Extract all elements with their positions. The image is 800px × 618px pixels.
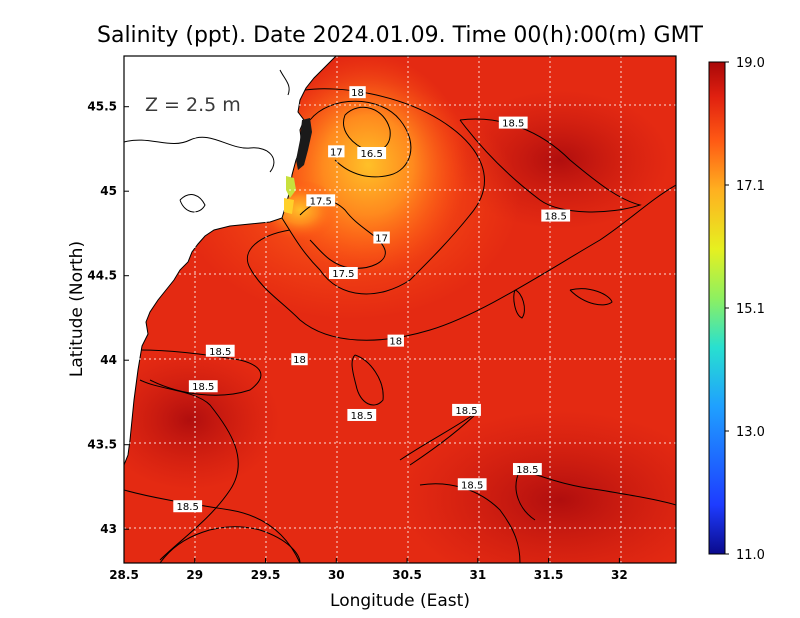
contour-line [569,288,613,306]
land-area [124,56,337,466]
delta-freshwater [284,198,294,214]
contour-label: 18.5 [455,406,477,417]
x-tick-label: 30.5 [392,568,422,582]
contour-line [309,100,412,178]
y-tick-label: 43.5 [87,438,117,452]
contour-label-bg [291,353,308,366]
contour-label-bg [205,344,235,357]
x-tick-label: 29.5 [251,568,281,582]
contour-label-bg [498,116,528,129]
y-axis: 43 43.5 44 44.5 45 45.5 [87,100,129,536]
y-tick-label: 43 [100,522,117,536]
contour-line [343,106,391,152]
contour-label-bg [306,194,336,207]
y-tick-label: 45 [100,184,117,198]
contour-label-bg [452,403,481,416]
contour-label-bg [387,334,404,347]
colorbar-tick-label: 17.1 [736,179,765,194]
depth-annotation: Z = 2.5 m [145,94,241,116]
x-tick-label: 31.5 [534,568,564,582]
chart-title: Salinity (ppt). Date 2024.01.09. Time 00… [97,23,704,48]
contour-line [513,289,525,319]
y-axis-label: Latitude (North) [67,241,87,377]
y-tick-label: 44 [100,353,117,367]
y-tick-label: 44.5 [87,269,117,283]
contour-label: 18 [351,88,364,99]
contour-line [419,483,521,563]
colorbar-tick-label: 13.0 [736,425,765,440]
x-tick-label: 31 [469,568,486,582]
delta-freshwater [286,176,296,198]
saline-area-south [400,410,676,563]
colorbar-tick-label: 11.0 [736,548,765,563]
contour-label: 18.5 [209,347,231,358]
lake-shape [179,194,206,213]
contour-line [459,118,642,213]
contour-line [279,88,485,295]
contour-label: 18.5 [192,382,214,393]
contour-label-bg [541,209,571,222]
contour-label: 17.5 [310,196,332,207]
contour-label: 18.5 [516,465,538,476]
contour-line [124,489,301,563]
contour-label-bg [373,231,390,244]
contour-label: 16.5 [361,149,383,160]
contour-label-bg [188,380,218,393]
contour-label-bg [328,145,345,158]
x-tick-label: 30 [328,568,345,582]
lake-shape [124,136,275,173]
contour-line [159,526,301,563]
contour-label: 17 [330,147,343,158]
colorbar-gradient [708,61,726,555]
x-axis: 28.5 29 29.5 30 30.5 31 31.5 32 [109,558,628,582]
x-tick-label: 28.5 [109,568,139,582]
contour-label: 18.5 [351,411,373,422]
y-tick-label: 45.5 [87,100,117,114]
contour-label-bg [457,478,487,491]
contour-label: 18.5 [461,480,483,491]
x-tick-label: 32 [611,568,628,582]
contour-label: 17.5 [332,269,354,280]
colorbar-tick-label: 15.1 [736,302,765,317]
contour-label-bg [173,500,203,513]
contour-label-bg [357,147,387,160]
contour-label: 18.5 [177,502,199,513]
colorbar-tick-label: 19.0 [736,56,765,71]
contour-label: 18 [293,355,306,366]
x-tick-label: 29 [186,568,203,582]
delta-coast [296,118,312,170]
contour-label: 18.5 [545,212,567,223]
contour-label-bg [347,408,377,421]
contour-line [519,469,676,506]
saline-area-west [124,350,280,490]
contour-label-bg [328,267,358,280]
colorbar-labels: 19.0 17.1 15.1 13.0 11.0 [725,56,765,563]
colorbar: 19.0 17.1 15.1 13.0 11.0 [708,56,765,563]
plot-frame [123,55,677,564]
x-axis-label: Longitude (East) [330,591,470,611]
contour-label: 18 [389,337,402,348]
contour-label: 17 [375,234,388,245]
contour-line [139,349,262,396]
grid-lines [124,56,676,563]
contour-labels: 18 17 16.5 18.5 17.5 18.5 17 17.5 18.5 18 18 18.5 18… [173,86,571,513]
contour-label-bg [349,86,366,99]
contour-label-bg [512,463,542,476]
contour-label: 18.5 [502,119,524,130]
contour-line [139,379,239,561]
contour-line [351,354,384,406]
lake-shape [279,69,290,96]
